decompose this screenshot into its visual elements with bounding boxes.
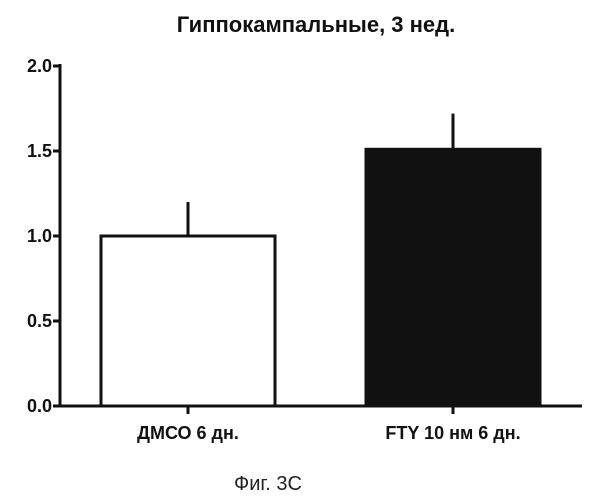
figure-caption: Фиг. 3C (234, 473, 302, 495)
y-tick-label-4: 2.0 (27, 56, 52, 76)
bar-0 (101, 236, 275, 406)
y-tick-label-2: 1.0 (27, 226, 52, 246)
y-tick-label-1: 0.5 (27, 311, 52, 331)
y-tick-label-3: 1.5 (27, 141, 52, 161)
bar-1 (366, 149, 540, 406)
x-category-label-0: ДМСО 6 дн. (137, 423, 239, 443)
plot-area: 0.0 0.5 1.0 1.5 2.0 ДМСО 6 дн. FTY 10 нм 6 дн. (27, 56, 582, 443)
chart-title: Гиппокампальные, 3 нед. (177, 12, 456, 37)
y-tick-label-0: 0.0 (27, 396, 52, 416)
x-category-label-1: FTY 10 нм 6 дн. (385, 423, 520, 443)
